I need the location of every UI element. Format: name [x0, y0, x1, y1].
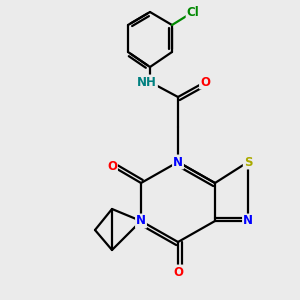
Text: S: S: [244, 155, 252, 169]
Text: N: N: [243, 214, 253, 227]
Text: O: O: [173, 266, 183, 278]
Text: N: N: [173, 155, 183, 169]
Text: N: N: [136, 214, 146, 227]
Text: O: O: [107, 160, 117, 172]
Text: NH: NH: [137, 76, 157, 88]
Text: O: O: [200, 76, 210, 88]
Text: Cl: Cl: [187, 5, 200, 19]
